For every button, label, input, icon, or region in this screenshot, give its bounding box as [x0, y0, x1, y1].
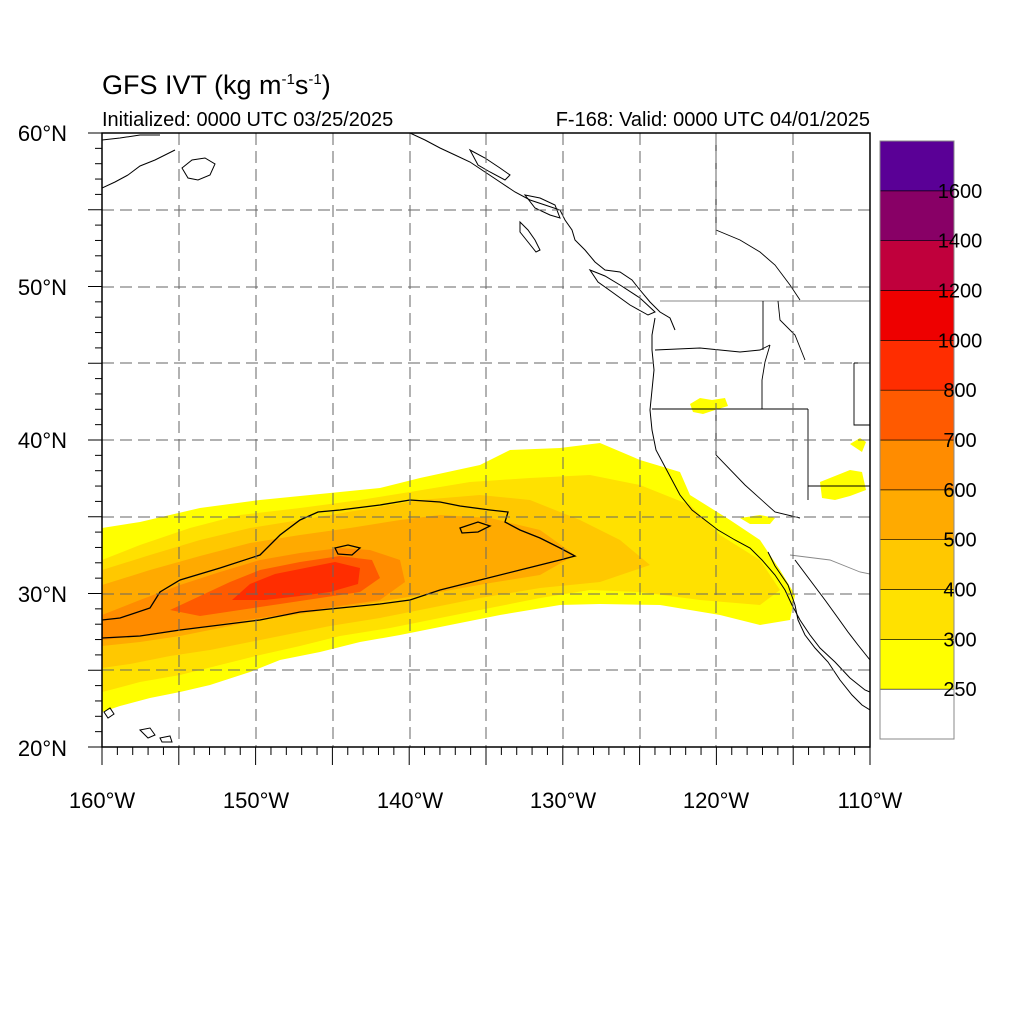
grid	[102, 133, 870, 747]
title-units-exp2: -1	[308, 71, 322, 88]
colorbar-swatch	[879, 639, 955, 690]
map-title: GFS IVT (kg m-1s-1)	[102, 70, 331, 101]
valid-time: F-168: Valid: 0000 UTC 04/01/2025	[555, 109, 870, 131]
border-or-wa	[654, 344, 771, 353]
colorbar-swatch	[879, 190, 955, 241]
coastline-alaska-south	[102, 134, 160, 141]
ivt-field	[102, 398, 866, 712]
colorbar-label: 1200	[938, 281, 983, 303]
axis-ticks	[88, 132, 871, 765]
colorbar-label: 700	[943, 430, 976, 452]
coastline-hawaii-2	[138, 727, 156, 739]
colorbar-swatch	[879, 290, 955, 341]
title-units-suffix: )	[321, 70, 331, 100]
ivt-patch-colorado	[850, 438, 866, 452]
colorbar-label: 400	[943, 580, 976, 602]
colorbar-swatch	[879, 489, 955, 540]
coastline-vancouver-is	[588, 268, 656, 316]
colorbar: 250 300 400 500 600 700 800 1000 1200 1400 1600	[879, 140, 983, 740]
colorbar-label: 1600	[938, 181, 983, 203]
lon-label-110w: 110°W	[838, 788, 903, 813]
coastline-baja	[767, 551, 870, 711]
coastline-panhandle	[468, 148, 511, 181]
ivt-patch-arizona	[820, 470, 866, 500]
title-units-prefix: (kg m	[214, 70, 282, 100]
init-time: Initialized: 0000 UTC 03/25/2025	[102, 109, 394, 131]
lat-label-60: 60°N	[18, 121, 67, 146]
coastline-gulf-california	[794, 559, 870, 661]
coastline-hawaii-3	[159, 735, 173, 743]
coastline-us-west	[649, 317, 870, 693]
colorbar-label: 500	[943, 530, 976, 552]
lon-label-150w: 150°W	[223, 788, 290, 813]
border-wyoming	[853, 362, 870, 426]
colorbar-swatch	[879, 389, 955, 441]
coastline-kodiak	[181, 157, 216, 181]
coastline-gulf-alaska	[102, 149, 176, 189]
lon-label-140w: 140°W	[377, 788, 444, 813]
lon-label-160w: 160°W	[69, 788, 136, 813]
coastlines	[102, 133, 870, 743]
ivt-patch-nevada	[690, 398, 728, 414]
colorbar-label: 1400	[938, 231, 983, 253]
title-model: GFS IVT	[102, 70, 207, 100]
colorbar-label: 300	[943, 629, 976, 651]
lon-label-120w: 120°W	[683, 788, 750, 813]
coastline-alaska-bc	[409, 133, 676, 331]
border-us-mexico	[789, 554, 870, 575]
lat-label-40: 40°N	[18, 428, 67, 453]
lat-label-30: 30°N	[18, 582, 67, 607]
ivt-band-800	[232, 562, 360, 600]
axis-labels: 60°N 50°N 40°N 30°N 20°N 160°W 150°W 140…	[18, 121, 903, 813]
ivt-patch-baja	[740, 515, 775, 524]
border-or-id	[761, 344, 771, 409]
colorbar-label: 800	[943, 380, 976, 402]
coastline-hawaii-1	[103, 707, 115, 719]
colorbar-frame	[879, 140, 955, 740]
title-units-mid: s	[294, 70, 309, 100]
colorbar-swatch	[879, 340, 955, 391]
border-id-mt	[777, 300, 806, 361]
lon-label-130w: 130°W	[530, 788, 597, 813]
coastline-panhandle2	[523, 194, 561, 219]
colorbar-swatch	[879, 240, 955, 291]
ivt-500-contour-inner2	[459, 521, 492, 534]
lat-label-20: 20°N	[18, 736, 67, 761]
colorbar-label: 250	[943, 679, 976, 701]
colorbar-label: 600	[943, 480, 976, 502]
ivt-500-contour-inner	[334, 544, 362, 556]
border-ca-nv	[715, 409, 801, 519]
colorbar-swatch	[879, 688, 955, 740]
coastline-haida-gwaii	[519, 220, 541, 253]
colorbar-label: 1000	[938, 330, 983, 352]
colorbar-swatch	[879, 439, 955, 491]
lat-label-50: 50°N	[18, 275, 67, 300]
title-units-exp1: -1	[281, 71, 295, 88]
border-bc-alberta	[715, 229, 801, 301]
